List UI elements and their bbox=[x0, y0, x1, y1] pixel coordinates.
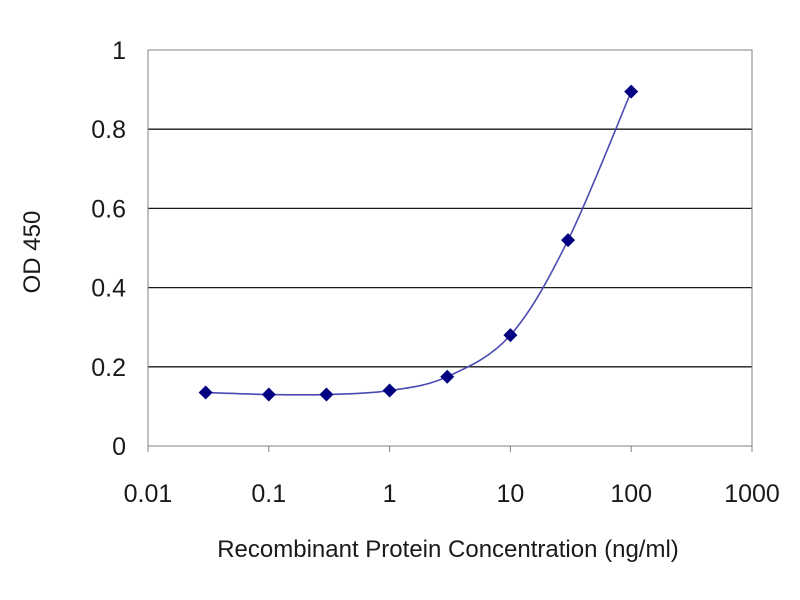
y-tick-label-2: 0.4 bbox=[91, 275, 126, 303]
y-axis-title: OD 450 bbox=[19, 211, 46, 294]
data-point-5 bbox=[503, 328, 518, 343]
x-tick-label-1: 0.1 bbox=[251, 480, 286, 508]
x-tick-label-2: 1 bbox=[383, 480, 397, 508]
x-tick-label-5: 1000 bbox=[724, 480, 780, 508]
data-point-7 bbox=[624, 84, 639, 99]
y-tick-label-3: 0.6 bbox=[91, 195, 126, 223]
data-point-2 bbox=[319, 387, 334, 402]
x-tick-label-3: 10 bbox=[496, 480, 524, 508]
x-axis-tick-labels: 0.01 0.1 1 10 100 1000 bbox=[124, 480, 780, 508]
x-axis-tick-marks bbox=[147, 446, 753, 452]
y-tick-label-4: 0.8 bbox=[91, 116, 126, 144]
data-point-3 bbox=[382, 383, 397, 398]
x-tick-label-4: 100 bbox=[610, 480, 652, 508]
grid-lines bbox=[148, 128, 752, 368]
x-tick-label-0: 0.01 bbox=[124, 480, 173, 508]
data-point-6 bbox=[561, 233, 576, 248]
data-points bbox=[198, 84, 639, 402]
data-point-0 bbox=[198, 385, 213, 400]
y-axis-tick-labels: 0 0.2 0.4 0.6 0.8 1 bbox=[91, 37, 126, 461]
plot-area-border bbox=[147, 49, 753, 447]
data-point-1 bbox=[261, 387, 276, 402]
data-point-4 bbox=[440, 369, 455, 384]
x-axis-title: Recombinant Protein Concentration (ng/ml… bbox=[217, 536, 679, 563]
y-tick-label-1: 0.2 bbox=[91, 354, 126, 382]
y-tick-label-5: 1 bbox=[112, 37, 126, 65]
y-tick-label-0: 0 bbox=[112, 433, 126, 461]
